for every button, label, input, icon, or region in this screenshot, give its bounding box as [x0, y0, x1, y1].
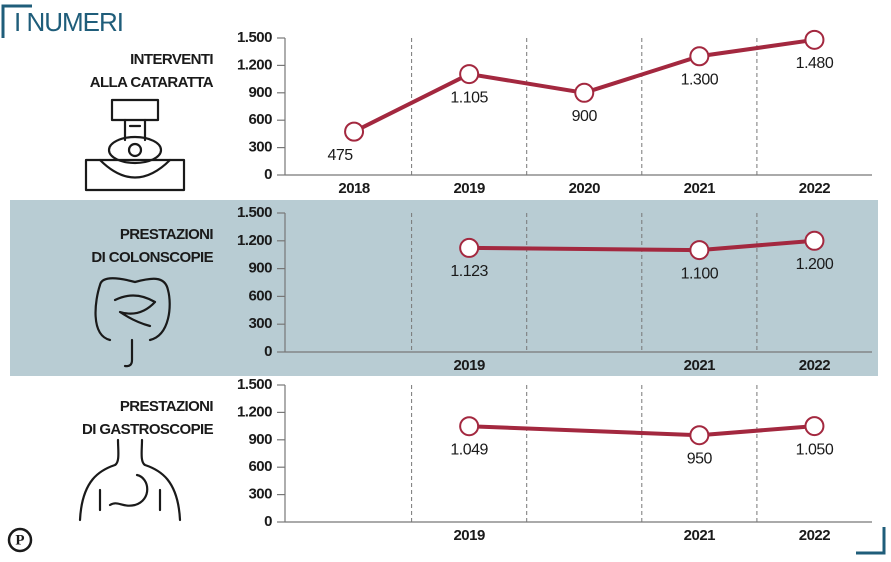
value-label: 1.200	[796, 256, 834, 273]
x-tick-label: 2018	[338, 180, 370, 197]
point	[459, 416, 480, 437]
point	[689, 240, 710, 261]
value-label: 1.123	[450, 263, 488, 280]
y-tick-label: 600	[248, 287, 272, 304]
value-label: 1.300	[681, 71, 719, 88]
x-tick-label: 2019	[453, 527, 485, 544]
point	[804, 230, 825, 251]
y-tick-label: 1.500	[237, 29, 272, 46]
header: I NUMERI	[14, 7, 123, 37]
corner-bracket	[856, 527, 886, 555]
value-label: 950	[687, 450, 713, 467]
panel-title: DI COLONSCOPIE	[91, 249, 213, 266]
value-label: 1.049	[450, 441, 488, 458]
value-label: 1.100	[681, 265, 719, 282]
value-label: 1.480	[796, 55, 834, 72]
icon-stomach	[78, 438, 182, 522]
value-label: 475	[327, 147, 353, 164]
y-tick-label: 1.200	[237, 403, 272, 420]
y-tick-label: 900	[248, 260, 272, 277]
y-tick-label: 300	[248, 315, 272, 332]
x-tick-label: 2021	[684, 357, 716, 374]
y-tick-label: 900	[248, 84, 272, 101]
x-tick-label: 2022	[799, 527, 831, 544]
y-tick-label: 900	[248, 431, 272, 448]
point	[344, 121, 365, 142]
y-tick-label: 1.500	[237, 204, 272, 221]
y-tick-label: 0	[264, 513, 272, 530]
y-tick-label: 300	[248, 486, 272, 503]
point	[804, 416, 825, 437]
icon-eye	[84, 98, 186, 192]
value-label: 900	[572, 108, 598, 125]
panel-title: DI GASTROSCOPIE	[82, 421, 214, 438]
logo-ring	[7, 527, 33, 553]
panel-title: ALLA CATARATTA	[90, 74, 214, 91]
x-tick-label: 2020	[569, 180, 601, 197]
y-tick-label: 1.200	[237, 56, 272, 73]
point	[689, 425, 710, 446]
panel-title: INTERVENTI	[130, 51, 213, 68]
y-tick-label: 0	[264, 166, 272, 183]
corner-bracket	[1, 4, 32, 38]
panel-title: PRESTAZIONI	[120, 226, 214, 243]
y-tick-label: 0	[264, 343, 272, 360]
y-tick-label: 1.200	[237, 232, 272, 249]
plots: INTERVENTI ALLA CATARATTA 0 300 600 900 1.200 1…	[82, 29, 872, 544]
x-tick-label: 2022	[799, 357, 831, 374]
backgrounds	[10, 200, 878, 376]
y-tick-label: 600	[248, 458, 272, 475]
x-tick-label: 2019	[453, 180, 485, 197]
y-tick-label: 600	[248, 111, 272, 128]
x-tick-label: 2021	[684, 180, 716, 197]
point	[804, 29, 825, 50]
x-tick-label: 2019	[453, 357, 485, 374]
y-tick-label: 1.500	[237, 376, 272, 393]
point	[574, 82, 595, 103]
x-tick-label: 2022	[799, 180, 831, 197]
point	[689, 46, 710, 67]
y-tick-label: 300	[248, 139, 272, 156]
x-tick-label: 2021	[684, 527, 716, 544]
panel-background	[10, 200, 878, 376]
icon-intestine	[94, 277, 171, 368]
panel-title: PRESTAZIONI	[120, 398, 214, 415]
point	[459, 237, 480, 258]
point	[459, 64, 480, 85]
value-label: 1.105	[450, 89, 488, 106]
value-label: 1.050	[796, 441, 834, 458]
logo: P	[15, 532, 24, 548]
